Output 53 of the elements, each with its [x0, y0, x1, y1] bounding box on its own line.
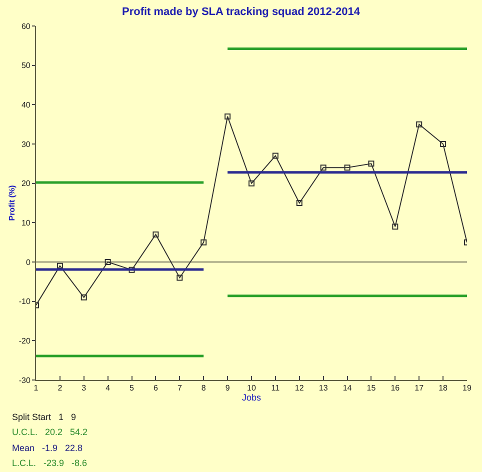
y-axis-title: Profit (%) [8, 184, 17, 221]
point [320, 164, 326, 171]
y-tick-label: -10 [18, 297, 31, 306]
y-tick-label: 0 [26, 258, 31, 267]
text: Mean -1.9 22.8 [12, 443, 83, 453]
y-tick-label: 20 [21, 179, 31, 188]
text: U.C.L. 20.2 54.2 [12, 427, 88, 437]
point [248, 180, 254, 186]
y-tick-label: 30 [21, 140, 31, 149]
y-tick-label: -30 [18, 376, 31, 385]
point [272, 152, 278, 159]
point [368, 160, 374, 167]
x-tick-label: 4 [106, 384, 111, 393]
y-tick-label: 50 [21, 61, 31, 70]
point [416, 121, 422, 128]
x-tick-label: 5 [130, 384, 135, 393]
point [392, 224, 398, 230]
point [128, 266, 135, 273]
point [80, 294, 87, 300]
point [56, 262, 63, 269]
x-tick-label: 16 [390, 384, 400, 393]
x-tick-label: 13 [318, 384, 328, 393]
x-tick-label: 18 [438, 384, 448, 393]
x-tick-label: 17 [414, 384, 424, 393]
y-tick-label: 10 [21, 218, 31, 228]
point [440, 141, 446, 147]
x-axis-title: Jobs [242, 392, 262, 403]
x-tick-label: 12 [294, 384, 304, 393]
x-tick-label: 7 [177, 384, 182, 393]
x-tick-label: 10 [247, 384, 256, 393]
y-tick-label: -20 [18, 336, 31, 346]
text: L.C.L. -23.9 -8.6 [12, 458, 88, 468]
x-tick-label: 14 [342, 384, 352, 393]
x-tick-label: 19 [462, 384, 472, 393]
text: Split Start 1 9 [12, 412, 76, 422]
y-tick-label: 60 [21, 22, 31, 31]
point [176, 274, 183, 281]
point [104, 259, 111, 265]
x-tick-label: 3 [82, 384, 87, 393]
y-tick-label: 40 [21, 100, 31, 110]
x-tick-label: 9 [225, 384, 230, 393]
x-tick-label: 6 [153, 384, 158, 393]
x-tick-label: 15 [366, 384, 376, 393]
x-tick-label: 1 [34, 384, 39, 393]
x-tick-label: 11 [271, 384, 280, 393]
point [152, 231, 159, 238]
point [200, 239, 207, 246]
x-tick-label: 2 [58, 384, 63, 393]
point [224, 113, 231, 120]
point [296, 200, 302, 206]
x-tick-label: 8 [201, 384, 206, 393]
chart-title: Profit made by SLA tracking squad 2012-2014 [122, 6, 361, 18]
point [344, 164, 350, 171]
